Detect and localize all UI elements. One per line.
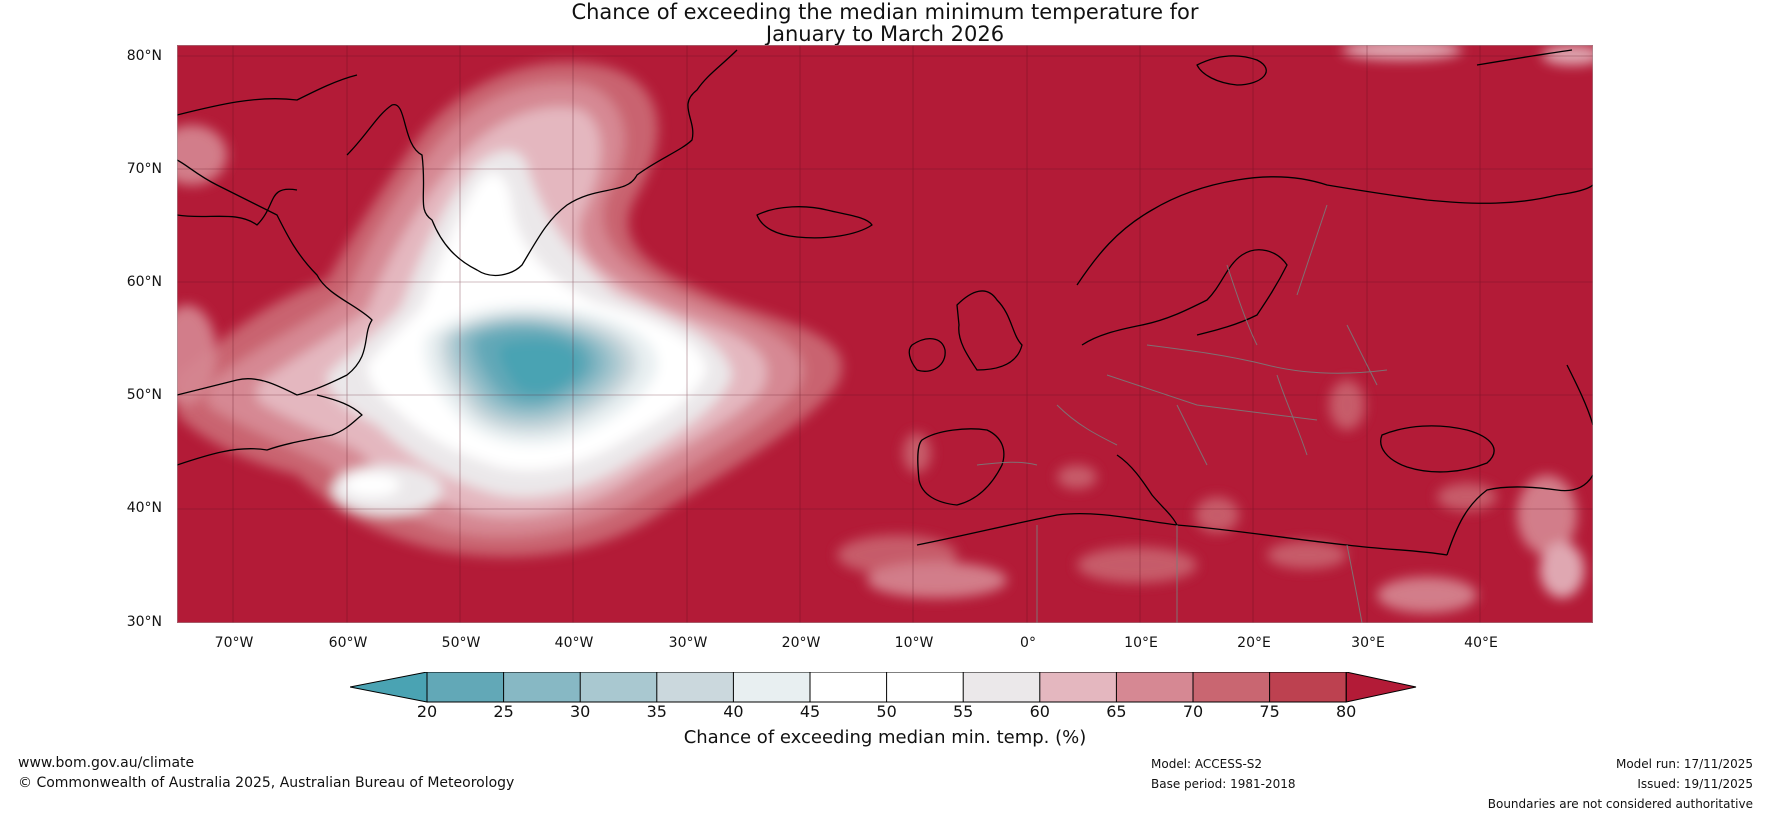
footer-model: Model: ACCESS-S2: [1151, 757, 1263, 771]
atlantic-probability-contours: [177, 62, 843, 557]
lat-label-80n: 80°N: [126, 48, 162, 64]
colorbar-segment-20-25: [427, 672, 504, 702]
europe-coast: [1076, 176, 1593, 286]
lat-label-50n: 50°N: [126, 387, 162, 403]
colorbar-tick-45: 45: [799, 702, 821, 721]
lat-label-60n: 60°N: [126, 274, 162, 290]
ireland-coast: [908, 338, 946, 372]
lon-label-40w: 40°W: [554, 635, 594, 651]
colorbar-segment-55-60: [963, 672, 1040, 702]
graticule: [177, 45, 1593, 623]
colorbar-tick-40: 40: [723, 702, 744, 721]
lon-label-0: 0°: [1020, 635, 1036, 651]
baltic-coast: [1081, 249, 1288, 346]
svalbard-coast: [1196, 55, 1267, 86]
lon-label-10e: 10°E: [1124, 635, 1158, 651]
footer-copyright: © Commonwealth of Australia 2025, Austra…: [18, 775, 515, 791]
lon-label-50w: 50°W: [441, 635, 481, 651]
lat-label-30n: 30°N: [126, 614, 162, 630]
lat-label-40n: 40°N: [126, 500, 162, 516]
footer-issued: Issued: 19/11/2025: [1637, 777, 1753, 791]
footer-base-period: Base period: 1981-2018: [1151, 777, 1296, 791]
colorbar-tick-65: 65: [1106, 702, 1127, 721]
nova-scotia-coast: [177, 394, 363, 466]
map-title-line2: January to March 2026: [765, 22, 1005, 46]
lon-label-20w: 20°W: [781, 635, 821, 651]
country-borders: [976, 204, 1388, 623]
north-america-coast: [177, 159, 373, 396]
colorbar-segment-35-40: [656, 672, 734, 702]
colorbar-segment-65-70: [1116, 672, 1193, 702]
colorbar-tick-55: 55: [953, 702, 974, 721]
forecast-map: [177, 45, 1593, 623]
colorbar-tick-25: 25: [493, 702, 514, 721]
greenland-coast: [346, 49, 738, 277]
lon-label-40e: 40°E: [1464, 635, 1498, 651]
colorbar-segment-45-50: [810, 672, 887, 702]
colorbar-segment-50-55: [886, 672, 964, 702]
novaya-zemlya-coast: [1476, 49, 1573, 66]
colorbar-tick-50: 50: [876, 702, 897, 721]
canada-arctic-coast: [177, 74, 358, 116]
colorbar-tick-60: 60: [1029, 702, 1050, 721]
colorbar-segment-30-35: [580, 672, 657, 702]
map-title-line1: Chance of exceeding the median minimum t…: [571, 0, 1199, 24]
lon-label-10w: 10°W: [894, 635, 934, 651]
colorbar-tick-30: 30: [570, 702, 591, 721]
footer-disclaimer: Boundaries are not considered authoritat…: [1487, 797, 1753, 811]
italy-coast: [1116, 454, 1178, 526]
colorbar-tick-20: 20: [416, 702, 438, 721]
lat-label-70n: 70°N: [126, 161, 162, 177]
colorbar-segment-25-30: [503, 672, 581, 702]
baffin-coast: [177, 188, 298, 226]
black-sea-coast: [1380, 425, 1495, 473]
caspian-coast: [1566, 364, 1593, 426]
iceland-coast: [756, 206, 873, 239]
footer-model-run: Model run: 17/11/2025: [1615, 757, 1753, 771]
colorbar-segment-70-75: [1193, 672, 1270, 702]
colorbar-segment-75-80: [1269, 672, 1347, 702]
lon-label-60w: 60°W: [328, 635, 368, 651]
colorbar-segment-40-45: [733, 672, 810, 702]
colorbar: [350, 672, 1417, 703]
colorbar-tick-35: 35: [646, 702, 667, 721]
lon-label-30w: 30°W: [668, 635, 708, 651]
colorbar-segment-60-65: [1039, 672, 1117, 702]
lon-label-20e: 20°E: [1237, 635, 1271, 651]
british-isles-coast: [956, 290, 1023, 371]
colorbar-tick-70: 70: [1182, 702, 1204, 721]
lon-label-70w: 70°W: [214, 635, 254, 651]
mediterranean-east-coast: [1446, 474, 1593, 556]
colorbar-under-arrow: [350, 672, 428, 703]
colorbar-over-arrow: [1345, 672, 1417, 703]
iberia-coast: [917, 428, 1005, 506]
colorbar-tick-75: 75: [1259, 702, 1280, 721]
colorbar-tick-80: 80: [1336, 702, 1357, 721]
colorbar-label: Chance of exceeding median min. temp. (%…: [683, 727, 1087, 748]
europe-patches: [177, 45, 1593, 613]
lon-label-30e: 30°E: [1351, 635, 1385, 651]
footer-url: www.bom.gov.au/climate: [18, 755, 195, 771]
coastlines: [177, 49, 1593, 556]
